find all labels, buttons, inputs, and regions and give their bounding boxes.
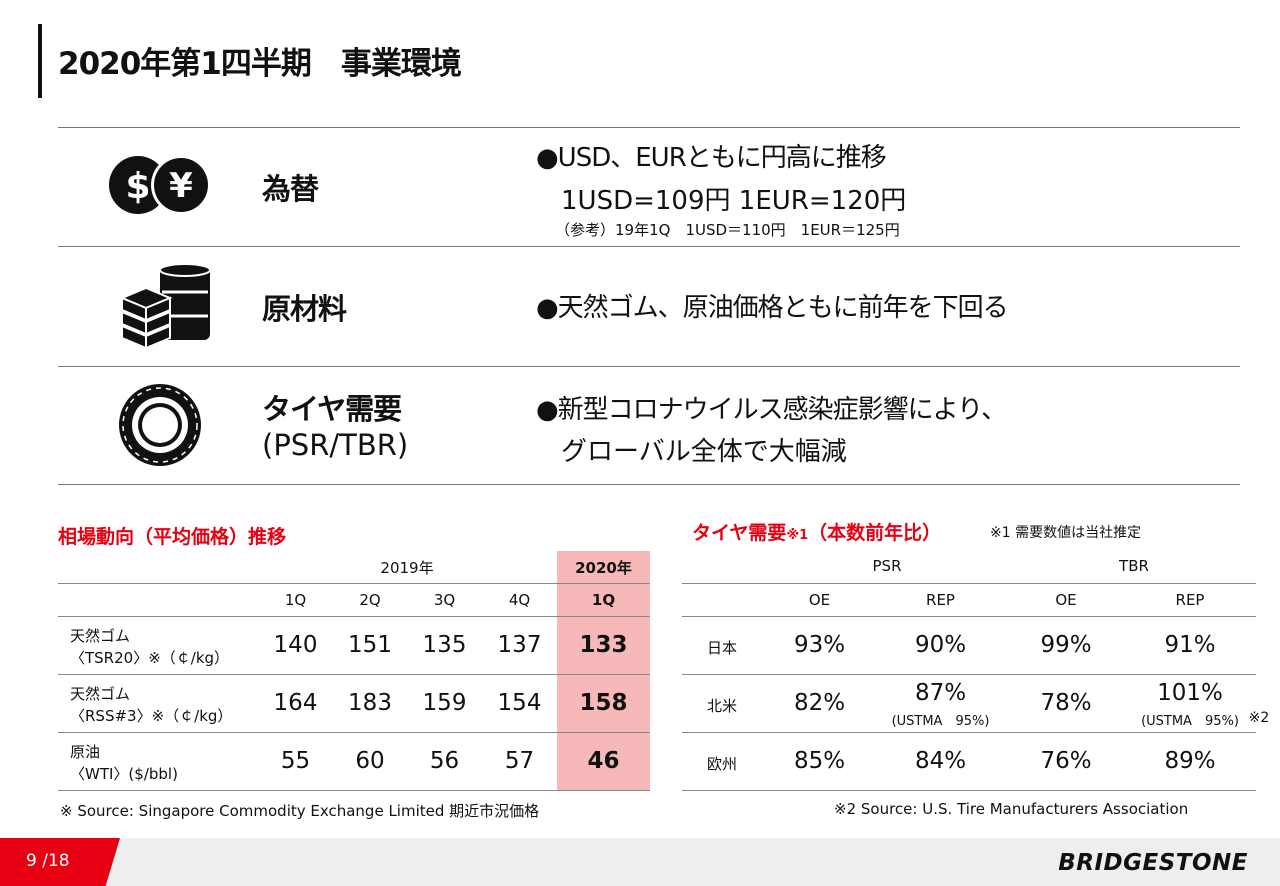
demand-estimate-note: ※1 需要数値は当社推定	[990, 525, 1142, 541]
exchange-bullet: ●USD、EURともに円高に推移	[536, 143, 887, 173]
table-cell: 87%	[914, 680, 967, 706]
col-header-oe: OE	[1055, 591, 1077, 609]
table-cell: 164	[273, 690, 318, 716]
item-unit: 〈RSS#3〉※（￠/kg）	[70, 707, 233, 725]
table-cell-2020: 46	[587, 748, 620, 774]
table-cell: 57	[504, 748, 535, 774]
table-cell: 154	[497, 690, 542, 716]
item-unit: 〈TSR20〉※（￠/kg）	[70, 649, 230, 667]
quarter-header-2020: 1Q	[591, 591, 616, 609]
region-label: 欧州	[706, 755, 737, 773]
col-header-rep: REP	[926, 591, 955, 609]
table-line	[682, 790, 1256, 791]
category-raw-materials: 原材料	[262, 292, 347, 326]
item-name: 天然ゴム	[70, 685, 131, 703]
table-cell: 76%	[1040, 748, 1092, 774]
category-tire-demand-sub: (PSR/TBR)	[262, 428, 409, 462]
market-source-note: ※ Source: Singapore Commodity Exchange L…	[60, 802, 540, 820]
table-cell: 93%	[793, 632, 846, 658]
demand-table-title: タイヤ需要※1（本数前年比）	[692, 518, 941, 545]
group-header-tbr: TBR	[1119, 557, 1149, 575]
region-label: 日本	[706, 639, 737, 657]
table-cell: 90%	[914, 632, 967, 658]
table-cell: 151	[348, 632, 392, 658]
quarter-header: 2Q	[359, 591, 381, 609]
table-cell: 140	[273, 632, 318, 658]
category-exchange: 為替	[262, 172, 319, 206]
exchange-reference-note: （参考）19年1Q 1USD＝110円 1EUR＝125円	[555, 221, 900, 239]
ustma-note: (USTMA 95%)	[891, 714, 990, 729]
table-cell: 78%	[1040, 690, 1092, 716]
exchange-rates: 1USD=109円 1EUR=120円	[561, 186, 907, 216]
divider	[58, 366, 1240, 367]
item-name: 原油	[70, 743, 101, 761]
table-cell: 137	[497, 632, 542, 658]
table-cell: 55	[280, 748, 311, 774]
table-cell: 89%	[1164, 748, 1216, 774]
table-line	[682, 674, 1256, 675]
currency-icon: $ ¥	[109, 155, 211, 215]
table-row-label: 天然ゴム 〈TSR20〉※（￠/kg）	[70, 625, 229, 669]
table-cell: 82%	[793, 690, 846, 716]
highlight-2020-column	[557, 551, 650, 790]
table-cell: 84%	[914, 748, 967, 774]
table-row-label: 原油 〈WTI〉($/bbl)	[70, 741, 178, 785]
col-header-rep: REP	[1175, 591, 1205, 609]
item-name: 天然ゴム	[70, 627, 131, 645]
item-unit: 〈WTI〉($/bbl)	[70, 765, 178, 783]
footer-bar	[0, 838, 1280, 886]
demand-source-note: ※2 Source: U.S. Tire Manufacturers Assoc…	[834, 800, 1189, 818]
page-title: 2020年第1四半期 事業環境	[58, 46, 462, 82]
table-cell-2020: 158	[579, 690, 628, 716]
table-cell: 135	[422, 632, 467, 658]
svg-text:$: $	[125, 166, 150, 207]
table-cell: 60	[355, 748, 385, 774]
footnote-mark: ※2	[1248, 710, 1270, 726]
tire-demand-bullet-cont: グローバル全体で大幅減	[561, 437, 847, 467]
table-cell: 101%	[1157, 680, 1223, 706]
raw-materials-bullet: ●天然ゴム、原油価格ともに前年を下回る	[536, 293, 1009, 323]
title-accent-bar	[38, 24, 42, 98]
table-line	[58, 732, 650, 733]
year-2019-header: 2019年	[380, 559, 434, 577]
page-number-tab	[0, 838, 120, 886]
tire-icon	[119, 384, 201, 466]
col-header-oe: OE	[808, 591, 831, 609]
divider	[58, 246, 1240, 247]
table-cell: 56	[429, 748, 460, 774]
group-header-psr: PSR	[872, 557, 902, 575]
page-number: 9 /18	[26, 851, 70, 871]
divider	[58, 127, 1240, 128]
demand-title-suffix: （本数前年比）	[808, 522, 942, 544]
demand-title-text: タイヤ需要	[692, 522, 787, 544]
divider	[58, 484, 1240, 485]
demand-title-mark: ※1	[786, 528, 809, 543]
table-line	[58, 674, 650, 675]
quarter-header: 3Q	[433, 591, 456, 609]
table-line	[58, 616, 650, 617]
table-cell: 91%	[1164, 632, 1216, 658]
bridgestone-logo: BRIDGESTONE	[1058, 850, 1248, 876]
table-cell-2020: 133	[579, 632, 628, 658]
table-cell: 183	[348, 690, 392, 716]
year-2020-header: 2020年	[575, 559, 632, 577]
svg-text:¥: ¥	[169, 166, 193, 206]
table-cell: 99%	[1040, 632, 1092, 658]
ustma-note: (USTMA 95%)	[1141, 714, 1239, 729]
table-line	[682, 583, 1256, 584]
table-cell: 85%	[793, 748, 846, 774]
table-line	[58, 790, 650, 791]
tire-demand-bullet: ●新型コロナウイルス感染症影響により、	[536, 395, 1007, 425]
table-row-label: 天然ゴム 〈RSS#3〉※（￠/kg）	[70, 683, 232, 727]
region-label: 北米	[706, 697, 737, 715]
raw-materials-icon	[119, 263, 211, 350]
table-line	[58, 583, 650, 584]
table-line	[682, 732, 1256, 733]
table-cell: 159	[422, 690, 467, 716]
category-tire-demand: タイヤ需要	[262, 392, 402, 426]
table-line	[682, 616, 1256, 617]
market-table-title: 相場動向（平均価格）推移	[58, 526, 287, 548]
quarter-header: 1Q	[284, 591, 307, 609]
quarter-header: 4Q	[508, 591, 531, 609]
